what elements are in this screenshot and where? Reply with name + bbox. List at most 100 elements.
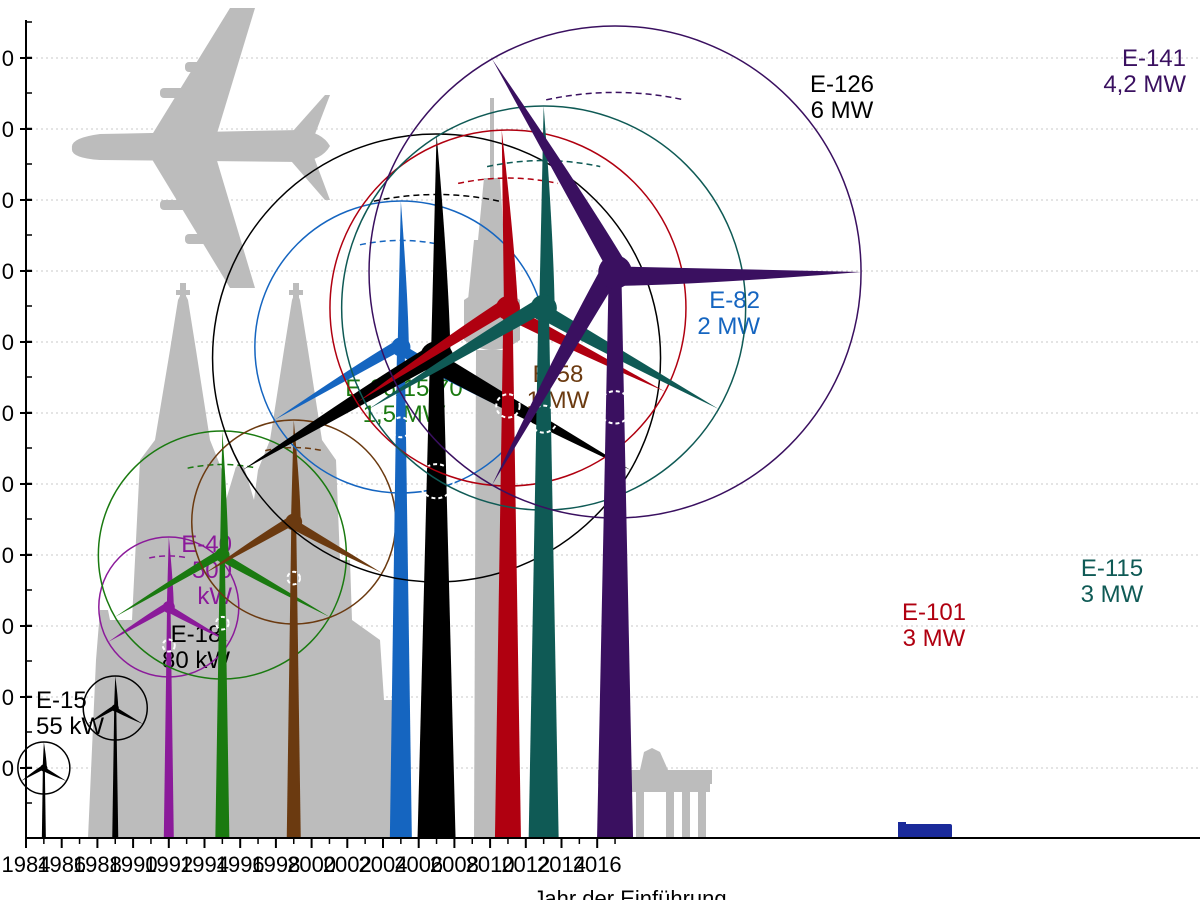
blade <box>356 299 511 403</box>
y-tick-label: 0 <box>2 401 14 426</box>
blade-arc <box>373 193 500 202</box>
tower <box>417 358 456 838</box>
x-tick-label: 2016 <box>573 852 622 877</box>
blade-arc <box>486 159 601 168</box>
turbine-model: E-82 <box>709 287 760 314</box>
x-tick-label: 2008 <box>430 852 479 877</box>
turbine-e-40: E-40 500 kW <box>98 531 240 838</box>
blade <box>114 676 119 708</box>
blade <box>87 705 116 724</box>
blade <box>42 766 67 781</box>
blade <box>166 605 230 642</box>
turbine-rating: 55 kW <box>36 713 104 740</box>
blade <box>368 298 546 409</box>
hub <box>162 601 175 613</box>
tower <box>528 308 559 838</box>
blade <box>242 345 440 470</box>
y-tick-label: 0 <box>2 330 14 355</box>
turbine-e-15: E-15 55 kW <box>17 687 104 838</box>
hub <box>598 255 632 289</box>
blade <box>219 552 330 617</box>
blade <box>113 706 143 724</box>
hub <box>530 294 557 322</box>
x-axis-title: Jahr der Einführung <box>533 886 726 900</box>
turbine-label: E-126 6 MW <box>810 71 874 124</box>
blade <box>615 266 862 286</box>
blade-arc <box>187 463 258 469</box>
turbine-model: E-115 <box>1081 555 1143 582</box>
turbine-model: E-126 <box>810 71 874 98</box>
blade <box>21 765 45 781</box>
y-tick-label: 0 <box>2 756 14 781</box>
tower <box>597 272 634 838</box>
turbine-label: E-115 3 MW <box>1081 555 1144 608</box>
blade <box>430 134 451 358</box>
blade <box>166 537 174 607</box>
y-tick-label: 0 <box>2 117 14 142</box>
blade-arc <box>359 239 442 246</box>
turbine-rating: 2 MW <box>697 313 760 340</box>
airplane-silhouette <box>71 8 330 288</box>
scale-marker <box>597 390 633 425</box>
y-axis-ticks: 0 0 0 0 0 0 0 0 0 0 0 <box>2 21 32 804</box>
turbine-model: E-101 <box>902 599 966 626</box>
blade-arc <box>265 446 323 452</box>
x-tick-label: 2000 <box>287 852 336 877</box>
scale-marker <box>389 416 412 439</box>
y-tick-label: 0 <box>2 188 14 213</box>
y-tick-label: 0 <box>2 259 14 284</box>
blade <box>397 201 409 347</box>
turbine-rating: 3 MW <box>903 625 966 652</box>
blade <box>492 265 620 486</box>
tower <box>163 607 174 838</box>
scale-marker <box>286 570 302 586</box>
scale-marker <box>495 393 521 419</box>
blade <box>539 106 555 308</box>
turbine-e-101: E-101 3 MW <box>329 129 966 838</box>
blade-arc <box>546 91 685 101</box>
turbine-model: E-141 <box>1122 45 1186 72</box>
y-tick-label: 0 <box>2 685 14 710</box>
x-tick-label: 2012 <box>501 852 550 877</box>
blade <box>108 602 170 642</box>
tower <box>215 555 230 838</box>
y-tick-label: 0 <box>2 46 14 71</box>
x-tick-label: 1994 <box>180 852 229 877</box>
truck-silhouette <box>898 822 952 838</box>
scale-marker <box>161 638 176 653</box>
turbine-label: E-15 55 kW <box>36 687 104 740</box>
turbine-e-126: E-126 6 MW <box>211 71 874 838</box>
blade <box>274 340 403 420</box>
x-tick-label: 1996 <box>216 852 265 877</box>
turbine-rating: 6 MW <box>811 97 874 124</box>
x-tick-label: 2002 <box>323 852 372 877</box>
blade <box>205 515 296 573</box>
scale-marker <box>215 615 230 631</box>
y-tick-label: 0 <box>2 543 14 568</box>
y-tick-label: 0 <box>2 472 14 497</box>
x-tick-label: 2014 <box>537 852 586 877</box>
blade-arc <box>149 555 189 559</box>
turbine-e-115: E-115 3 MW <box>340 105 1144 838</box>
tower <box>389 347 412 838</box>
hub <box>391 337 411 357</box>
x-tick-label: 1990 <box>109 852 158 877</box>
blade <box>114 549 224 617</box>
turbine-label: E-141 4,2 MW <box>1103 45 1186 98</box>
x-tick-label: 1988 <box>73 852 122 877</box>
turbine-label: E-82 2 MW <box>697 287 760 340</box>
y-tick-label: 0 <box>2 614 14 639</box>
x-tick-label: 1984 <box>2 852 51 877</box>
blade <box>492 58 628 275</box>
x-tick-label: 1986 <box>37 852 86 877</box>
x-tick-label: 2010 <box>466 852 515 877</box>
turbine-rating: 3 MW <box>1081 581 1144 608</box>
turbine-e-141: E-141 4,2 MW <box>368 25 1186 838</box>
x-tick-label: 2004 <box>359 852 408 877</box>
hub <box>111 704 119 712</box>
hub <box>40 764 48 772</box>
blade <box>290 519 383 573</box>
x-axis-ticks: 1984198619881990199219941996199820002002… <box>2 838 622 877</box>
